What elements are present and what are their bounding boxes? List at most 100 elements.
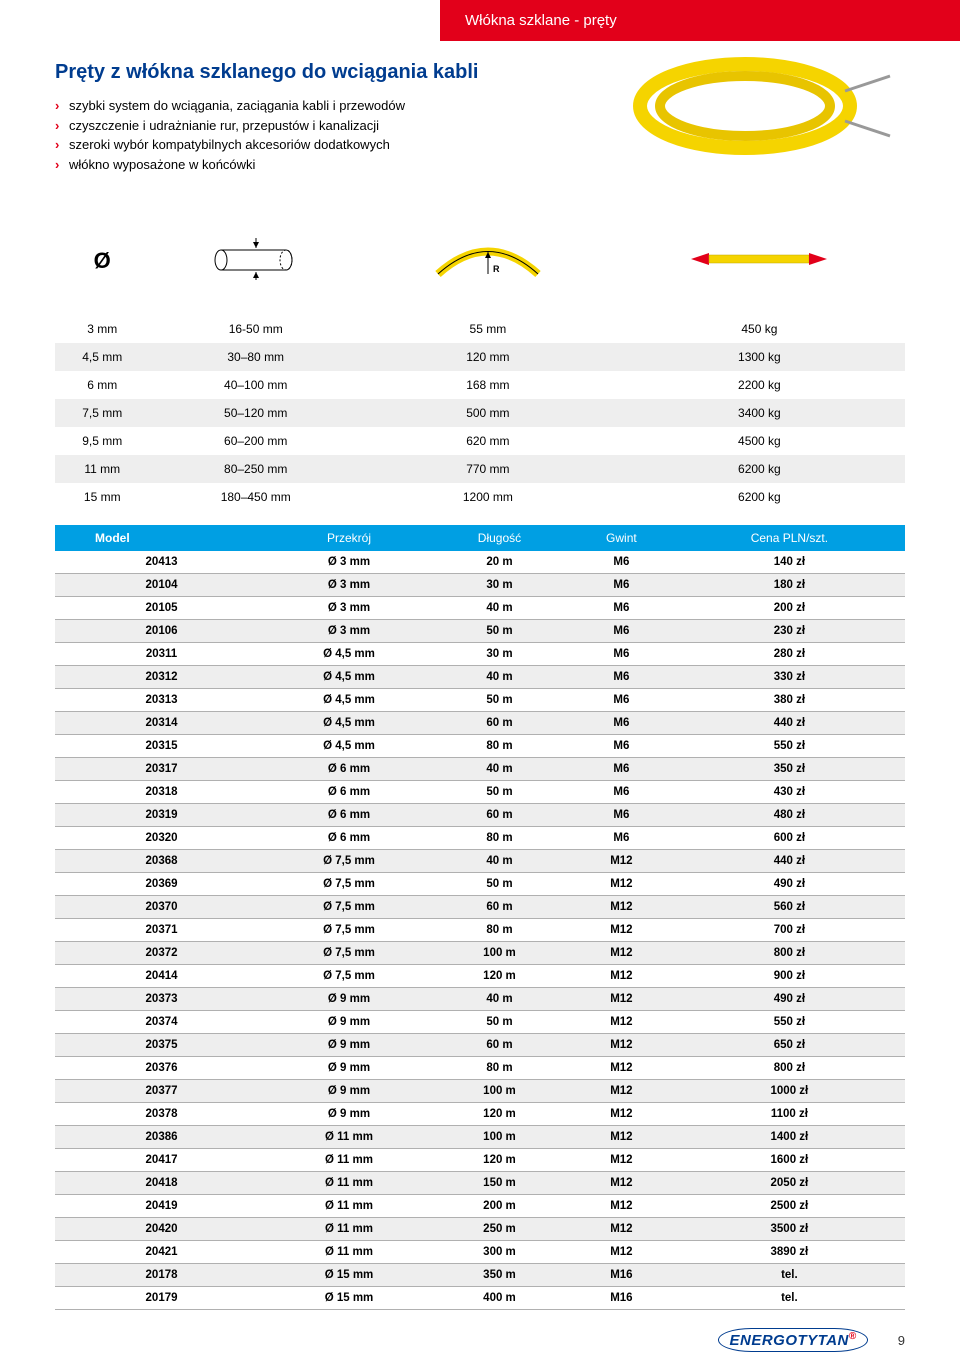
spec-table: Ø R [55, 224, 905, 511]
price-cell: M12 [569, 1172, 674, 1195]
price-cell: Ø 7,5 mm [268, 896, 430, 919]
spec-cell: 1300 kg [614, 343, 905, 371]
spec-cell: 6 mm [55, 371, 149, 399]
price-cell: 20311 [55, 643, 268, 666]
price-cell: Ø 15 mm [268, 1264, 430, 1287]
price-cell: 30 m [430, 643, 569, 666]
spec-cell: 4500 kg [614, 427, 905, 455]
price-cell: Ø 9 mm [268, 1057, 430, 1080]
price-cell: Ø 11 mm [268, 1149, 430, 1172]
price-cell: Ø 3 mm [268, 620, 430, 643]
price-cell: 20419 [55, 1195, 268, 1218]
price-cell: 480 zł [674, 804, 905, 827]
price-cell: Ø 6 mm [268, 804, 430, 827]
price-cell: 30 m [430, 574, 569, 597]
price-cell: M12 [569, 1241, 674, 1264]
spec-row: 15 mm180–450 mm1200 mm6200 kg [55, 483, 905, 511]
price-cell: 2050 zł [674, 1172, 905, 1195]
price-cell: M6 [569, 689, 674, 712]
price-cell: Ø 11 mm [268, 1126, 430, 1149]
price-cell: 100 m [430, 1126, 569, 1149]
price-cell: 20375 [55, 1034, 268, 1057]
price-row: 20419Ø 11 mm200 mM122500 zł [55, 1195, 905, 1218]
price-cell: Ø 11 mm [268, 1241, 430, 1264]
price-cell: M6 [569, 597, 674, 620]
price-row: 20418Ø 11 mm150 mM122050 zł [55, 1172, 905, 1195]
price-cell: Ø 6 mm [268, 781, 430, 804]
price-cell: 20374 [55, 1011, 268, 1034]
price-cell: 20312 [55, 666, 268, 689]
price-cell: Ø 9 mm [268, 1080, 430, 1103]
price-cell: 50 m [430, 689, 569, 712]
price-header: Model [55, 525, 268, 551]
price-cell: M16 [569, 1287, 674, 1310]
price-cell: Ø 9 mm [268, 1103, 430, 1126]
price-cell: M12 [569, 988, 674, 1011]
feature-bullet: czyszczenie i udrażnianie rur, przepustó… [55, 116, 585, 136]
spec-row: 9,5 mm60–200 mm620 mm4500 kg [55, 427, 905, 455]
price-row: 20374Ø 9 mm50 mM12550 zł [55, 1011, 905, 1034]
price-row: 20315Ø 4,5 mm80 mM6550 zł [55, 735, 905, 758]
price-cell: 350 m [430, 1264, 569, 1287]
price-row: 20368Ø 7,5 mm40 mM12440 zł [55, 850, 905, 873]
price-cell: 20376 [55, 1057, 268, 1080]
price-cell: 380 zł [674, 689, 905, 712]
spec-cell: 3 mm [55, 315, 149, 343]
page-title: Pręty z włókna szklanego do wciągania ka… [55, 61, 585, 84]
spec-cell: 60–200 mm [149, 427, 361, 455]
price-cell: 700 zł [674, 919, 905, 942]
price-cell: M12 [569, 1034, 674, 1057]
price-cell: 40 m [430, 988, 569, 1011]
spec-cell: 168 mm [362, 371, 614, 399]
price-cell: 20318 [55, 781, 268, 804]
price-cell: 20414 [55, 965, 268, 988]
price-cell: 20377 [55, 1080, 268, 1103]
spec-row: 11 mm80–250 mm770 mm6200 kg [55, 455, 905, 483]
price-row: 20375Ø 9 mm60 mM12650 zł [55, 1034, 905, 1057]
price-cell: 60 m [430, 896, 569, 919]
spec-row: 7,5 mm50–120 mm500 mm3400 kg [55, 399, 905, 427]
price-cell: 3890 zł [674, 1241, 905, 1264]
price-cell: 20369 [55, 873, 268, 896]
svg-text:R: R [493, 264, 500, 274]
spec-cell: 30–80 mm [149, 343, 361, 371]
price-cell: 20105 [55, 597, 268, 620]
price-cell: Ø 9 mm [268, 1034, 430, 1057]
price-cell: 900 zł [674, 965, 905, 988]
spec-cell: 50–120 mm [149, 399, 361, 427]
price-cell: M6 [569, 666, 674, 689]
spec-cell: 120 mm [362, 343, 614, 371]
price-cell: Ø 7,5 mm [268, 919, 430, 942]
price-cell: 120 m [430, 1149, 569, 1172]
price-row: 20369Ø 7,5 mm50 mM12490 zł [55, 873, 905, 896]
price-cell: 800 zł [674, 1057, 905, 1080]
price-cell: tel. [674, 1264, 905, 1287]
tensile-icon [614, 224, 905, 315]
price-row: 20319Ø 6 mm60 mM6480 zł [55, 804, 905, 827]
price-cell: 20418 [55, 1172, 268, 1195]
price-cell: Ø 4,5 mm [268, 643, 430, 666]
price-cell: 40 m [430, 758, 569, 781]
price-cell: 600 zł [674, 827, 905, 850]
price-row: 20314Ø 4,5 mm60 mM6440 zł [55, 712, 905, 735]
price-cell: 2500 zł [674, 1195, 905, 1218]
price-row: 20106Ø 3 mm50 mM6230 zł [55, 620, 905, 643]
price-cell: 200 m [430, 1195, 569, 1218]
price-cell: Ø 9 mm [268, 1011, 430, 1034]
price-cell: 20420 [55, 1218, 268, 1241]
price-row: 20311Ø 4,5 mm30 mM6280 zł [55, 643, 905, 666]
price-cell: 20178 [55, 1264, 268, 1287]
price-row: 20376Ø 9 mm80 mM12800 zł [55, 1057, 905, 1080]
spec-cell: 4,5 mm [55, 343, 149, 371]
price-row: 20378Ø 9 mm120 mM121100 zł [55, 1103, 905, 1126]
price-cell: 60 m [430, 712, 569, 735]
price-cell: 200 zł [674, 597, 905, 620]
price-cell: 440 zł [674, 850, 905, 873]
price-cell: 1600 zł [674, 1149, 905, 1172]
price-cell: 20413 [55, 551, 268, 574]
price-cell: 150 m [430, 1172, 569, 1195]
price-cell: Ø 7,5 mm [268, 873, 430, 896]
spec-cell: 180–450 mm [149, 483, 361, 511]
price-cell: 60 m [430, 804, 569, 827]
spec-cell: 40–100 mm [149, 371, 361, 399]
